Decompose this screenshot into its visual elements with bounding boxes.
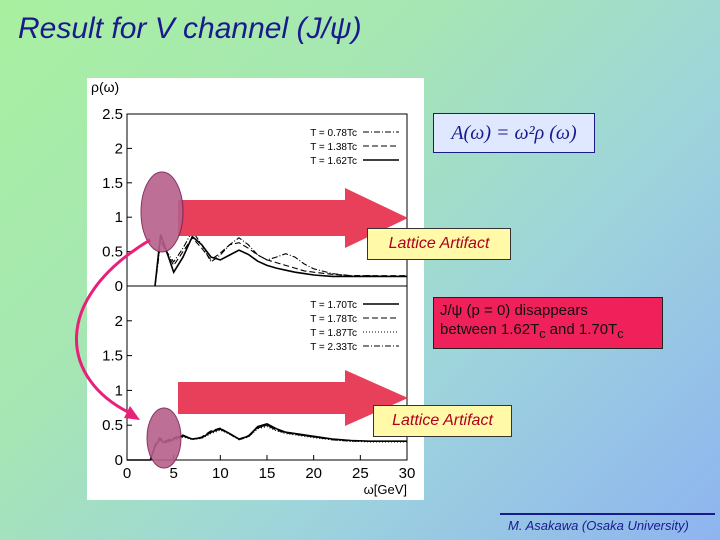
legend-entry: T = 1.62Tc	[310, 156, 357, 167]
note-line-1: J/ψ (p = 0) disappears	[440, 302, 588, 319]
legend-entry: T = 2.33Tc	[310, 342, 357, 353]
y-axis-label: ρ(ω)	[91, 79, 119, 95]
plot-frame	[126, 113, 408, 461]
series-line	[127, 424, 407, 461]
y-tick-label: 2.5	[102, 106, 123, 123]
footer-credit: M. Asakawa (Osaka University)	[508, 518, 689, 533]
x-axis-label: ω[GeV]	[364, 482, 407, 497]
x-tick-label: 10	[212, 465, 229, 482]
series-line	[127, 426, 407, 461]
x-tick-label: 15	[259, 465, 276, 482]
y-tick-label: 0.5	[102, 244, 123, 261]
y-tick-label: 1.5	[102, 348, 123, 365]
x-tick-label: 0	[123, 465, 131, 482]
series-line	[154, 236, 407, 287]
legend-entry: T = 0.78Tc	[310, 128, 357, 139]
y-tick-label: 2	[115, 313, 123, 330]
y-tick-label: 0	[115, 278, 123, 295]
y-tick-label: 1	[115, 209, 123, 226]
legend-entry: T = 1.87Tc	[310, 328, 357, 339]
series-line	[154, 234, 407, 287]
legend-entry: T = 1.38Tc	[310, 142, 357, 153]
lattice-artifact-label-top: Lattice Artifact	[367, 228, 511, 260]
x-tick-label: 30	[399, 465, 416, 482]
footer-rule	[500, 513, 715, 515]
series-line	[127, 424, 407, 461]
formula-box: A(ω) = ω²ρ (ω)	[433, 113, 595, 153]
legend-entry: T = 1.70Tc	[310, 300, 357, 311]
slide-title: Result for V channel (J/ψ)	[18, 12, 362, 45]
y-tick-label: 0	[115, 452, 123, 469]
lattice-artifact-label-bottom: Lattice Artifact	[373, 405, 512, 437]
x-tick-label: 20	[305, 465, 322, 482]
disappearance-note: J/ψ (p = 0) disappears between 1.62Tc an…	[433, 297, 663, 349]
x-tick-label: 5	[169, 465, 177, 482]
x-tick-label: 25	[352, 465, 369, 482]
y-tick-label: 1	[115, 382, 123, 399]
series-line	[127, 422, 407, 461]
legend-entry: T = 1.78Tc	[310, 314, 357, 325]
y-tick-label: 0.5	[102, 417, 123, 434]
y-tick-label: 1.5	[102, 175, 123, 192]
y-tick-label: 2	[115, 140, 123, 157]
note-line-2: between 1.62Tc and 1.70Tc	[440, 321, 624, 341]
